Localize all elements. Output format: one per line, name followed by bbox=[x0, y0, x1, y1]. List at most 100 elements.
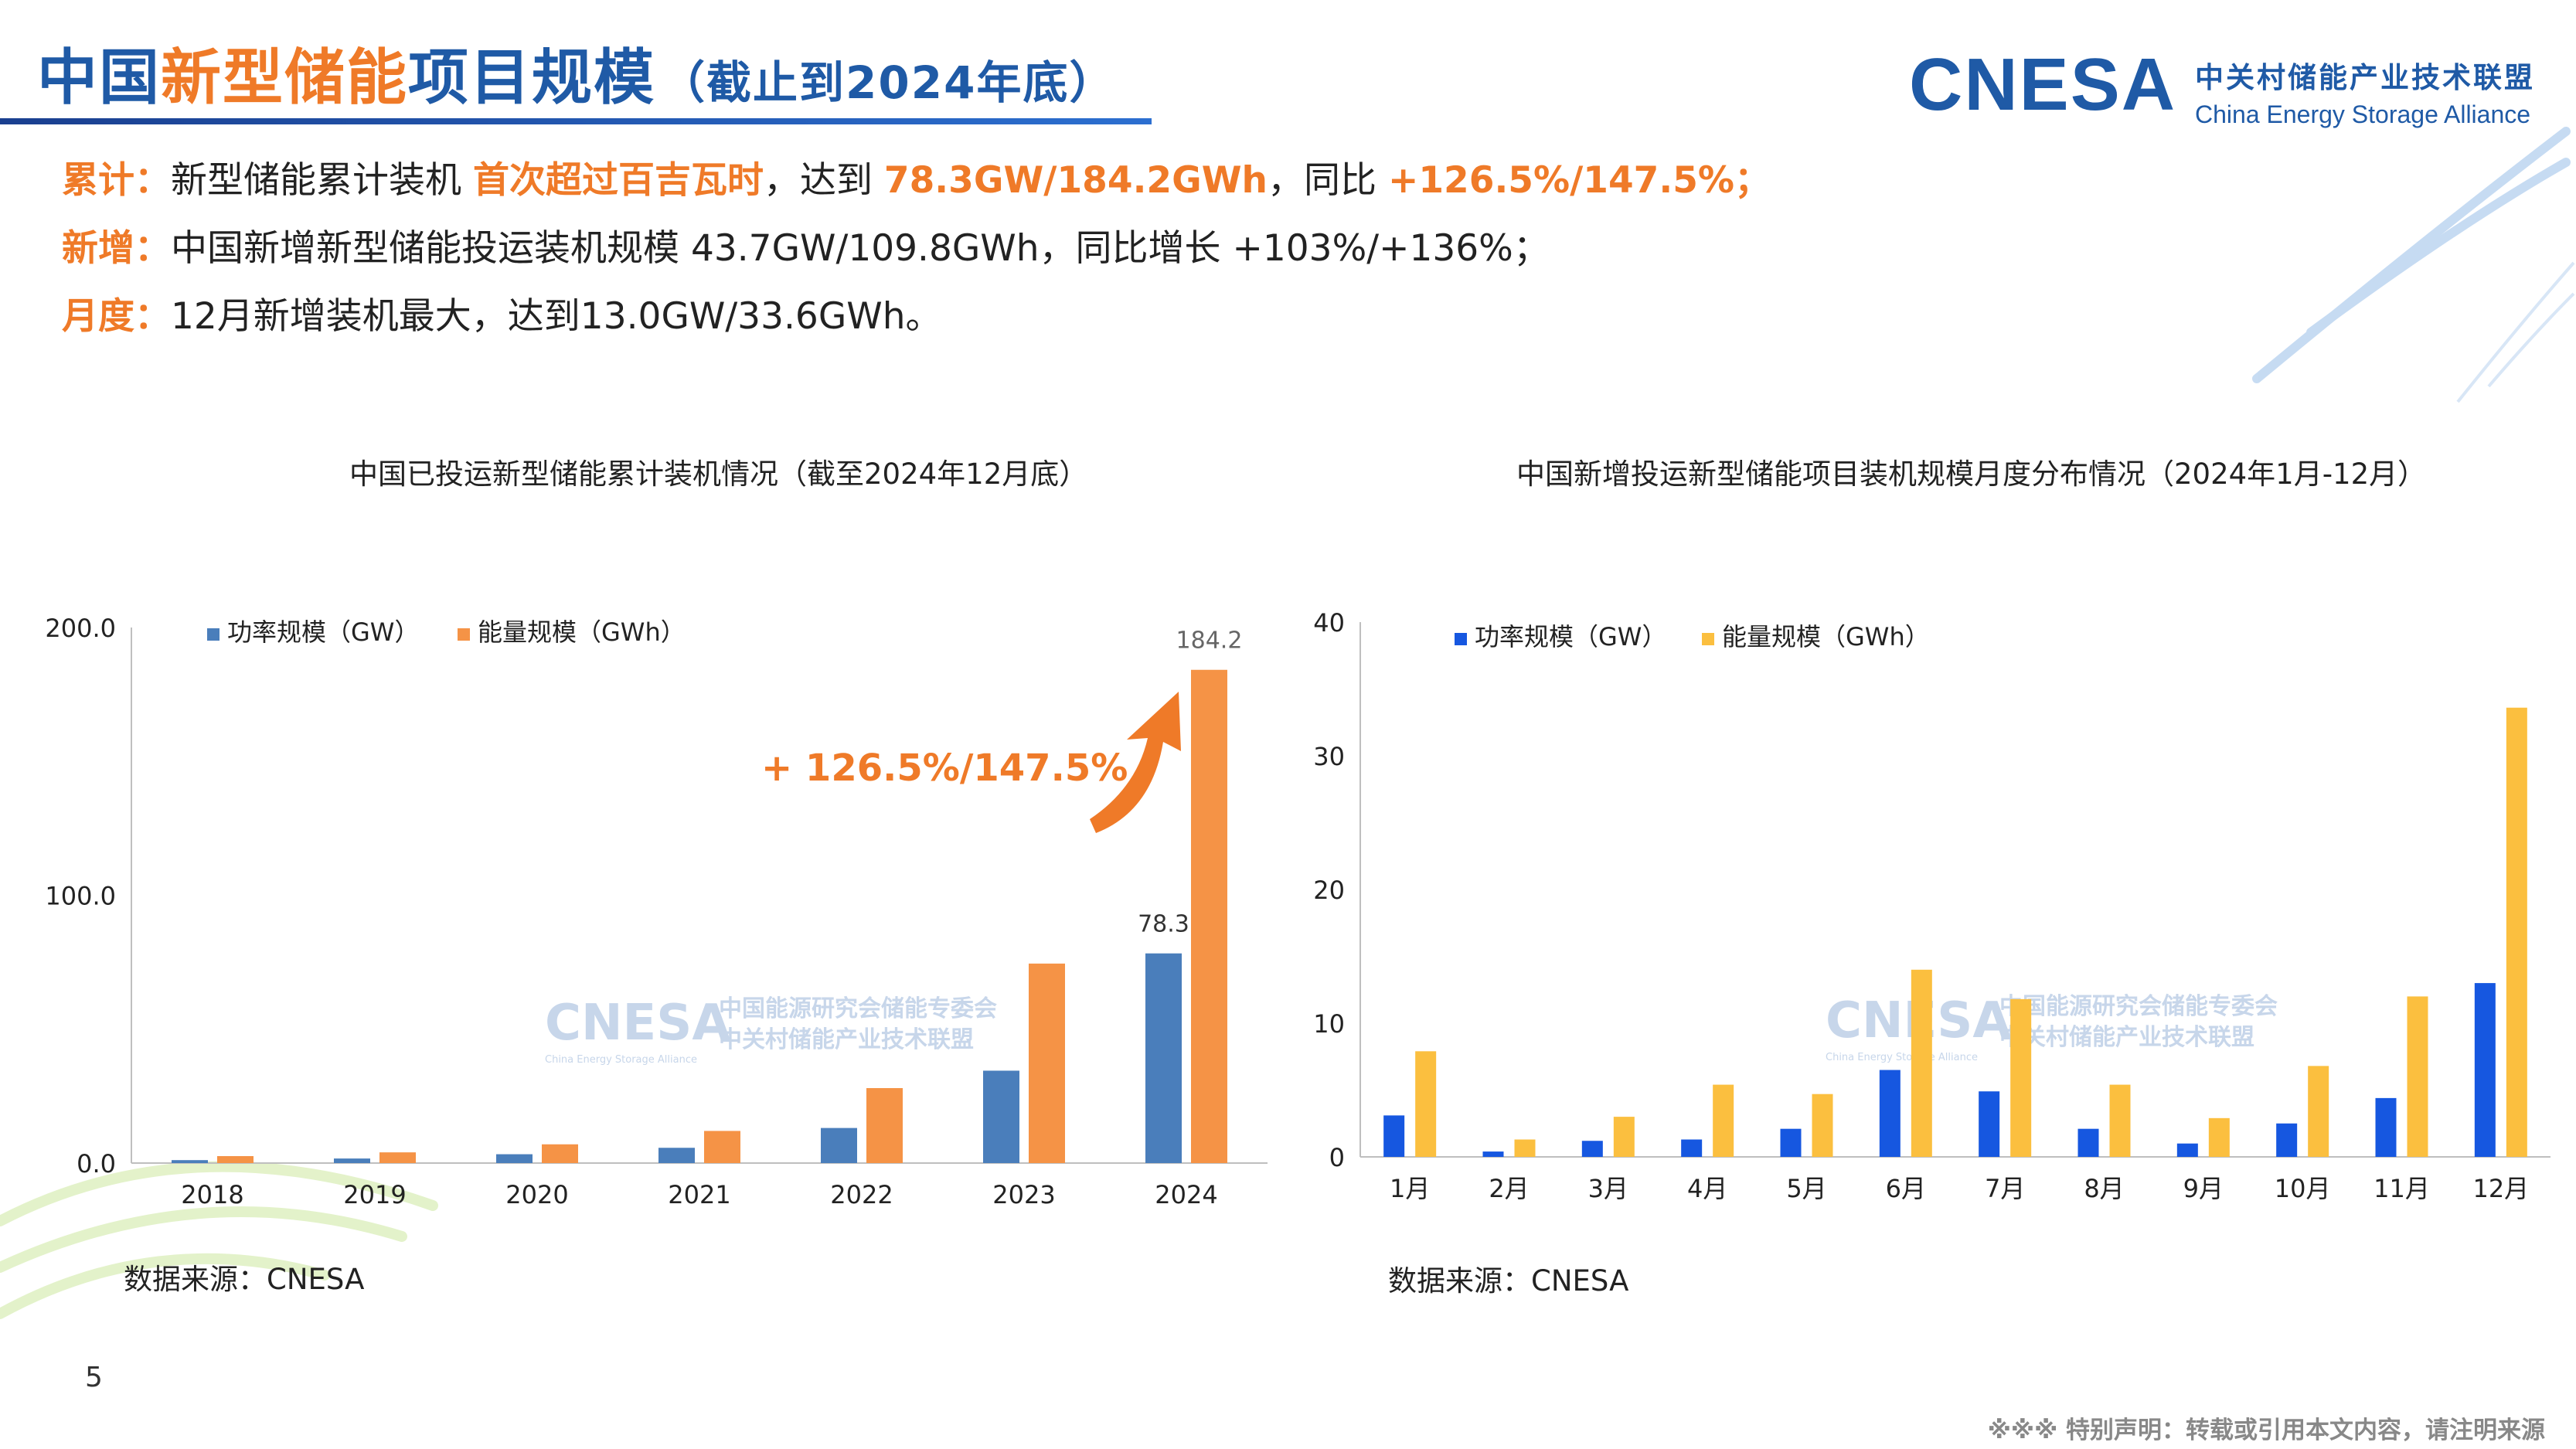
cnesa-logo: CNESA bbox=[1909, 48, 2176, 122]
bar-power bbox=[2474, 983, 2496, 1157]
y-tick-label: 0 bbox=[1329, 1143, 1345, 1172]
bar-energy bbox=[1029, 963, 1065, 1163]
bar-power bbox=[1383, 1115, 1405, 1157]
logo-side: 中关村储能产业技术联盟 China Energy Storage Allianc… bbox=[2195, 54, 2535, 129]
chart-title-monthly: 中国新增投运新型储能项目装机规模月度分布情况（2024年1月-12月） bbox=[1516, 457, 2427, 491]
summary-line-cumulative: 累计：新型储能累计装机 首次超过百吉瓦时，达到 78.3GW/184.2GWh，… bbox=[62, 147, 1771, 215]
bar-power bbox=[496, 1154, 533, 1163]
x-tick-label: 2019 bbox=[343, 1180, 406, 1209]
bar-energy bbox=[704, 1131, 740, 1163]
bar-power bbox=[172, 1160, 208, 1163]
bar-energy bbox=[2010, 998, 2032, 1157]
bar-energy bbox=[1713, 1084, 1734, 1157]
x-tick-label: 1月 bbox=[1390, 1174, 1430, 1203]
legend-label: 功率规模（GW） bbox=[227, 617, 419, 647]
bar-power bbox=[821, 1128, 857, 1163]
summary-text: 中国新增新型储能投运装机规模 43.7GW/109.8GWh，同比增长 +103… bbox=[171, 227, 1550, 270]
bar-power bbox=[2375, 1097, 2397, 1157]
legend-label: 功率规模（GW） bbox=[1475, 622, 1666, 651]
x-tick-label: 3月 bbox=[1588, 1174, 1628, 1203]
x-tick-label: 2024 bbox=[1155, 1180, 1217, 1209]
summary-line-new: 新增：中国新增新型储能投运装机规模 43.7GW/109.8GWh，同比增长 +… bbox=[62, 215, 1771, 283]
bar-power bbox=[1979, 1091, 2000, 1157]
bar-power bbox=[1482, 1151, 1504, 1157]
x-tick-label: 2022 bbox=[830, 1180, 893, 1209]
bar-power bbox=[1681, 1139, 1703, 1157]
page-title: 中国新型储能项目规模 （截止到2024年底） bbox=[37, 29, 1115, 116]
bar-energy bbox=[217, 1155, 254, 1163]
watermark-cn1: 中国能源研究会储能专委会 bbox=[1999, 993, 2278, 1020]
logo-text: CNESA bbox=[1909, 43, 2177, 126]
x-tick-label: 2020 bbox=[505, 1180, 568, 1209]
data-source-left: 数据来源：CNESA bbox=[124, 1263, 365, 1296]
y-tick-label: 20 bbox=[1313, 876, 1345, 905]
bar-power bbox=[2077, 1128, 2099, 1157]
title-sub: （截止到2024年底） bbox=[660, 56, 1116, 109]
summary-emphasis: +126.5%/147.5%； bbox=[1387, 159, 1771, 202]
summary-emphasis: 首次超过百吉瓦时 bbox=[472, 159, 764, 202]
page-number: 5 bbox=[85, 1362, 103, 1393]
summary-emphasis: 78.3GW/184.2GWh bbox=[883, 159, 1268, 202]
legend-swatch bbox=[1702, 633, 1714, 645]
title-part1: 中国 bbox=[37, 43, 162, 113]
bar-power bbox=[658, 1148, 695, 1163]
watermark-cn2: 中关村储能产业技术联盟 bbox=[1999, 1024, 2254, 1051]
bar-energy bbox=[2208, 1117, 2230, 1157]
header-underline bbox=[0, 118, 1152, 124]
title-highlight: 新型储能 bbox=[161, 43, 409, 113]
bar-energy bbox=[866, 1087, 903, 1163]
bar-power bbox=[983, 1070, 1019, 1163]
data-label-power-2024: 78.3 bbox=[1138, 911, 1189, 938]
data-source-right: 数据来源：CNESA bbox=[1388, 1264, 1629, 1298]
summary-text: ，达到 bbox=[763, 159, 884, 202]
bar-energy bbox=[1911, 969, 1932, 1157]
summary-label: 新增： bbox=[62, 227, 171, 270]
x-tick-label: 8月 bbox=[2084, 1174, 2124, 1203]
bar-energy bbox=[2308, 1066, 2329, 1157]
x-tick-label: 10月 bbox=[2275, 1174, 2331, 1203]
x-tick-label: 12月 bbox=[2472, 1174, 2529, 1203]
summary-text: 新型储能累计装机 bbox=[171, 159, 473, 202]
summary-text: 12月新增装机最大，达到13.0GW/33.6GWh。 bbox=[171, 295, 942, 338]
bar-power bbox=[334, 1158, 370, 1163]
x-tick-label: 2023 bbox=[992, 1180, 1055, 1209]
y-tick-label: 200.0 bbox=[45, 614, 116, 643]
summary-text: ，同比 bbox=[1268, 159, 1388, 202]
watermark-cn2: 中关村储能产业技术联盟 bbox=[719, 1026, 974, 1053]
x-tick-label: 7月 bbox=[1985, 1174, 2025, 1203]
title-part2: 项目规模 bbox=[408, 43, 656, 113]
x-tick-label: 4月 bbox=[1687, 1174, 1727, 1203]
summary-label: 月度： bbox=[62, 295, 171, 338]
watermark-logo: CNESA bbox=[545, 995, 730, 1052]
legend-swatch bbox=[458, 628, 470, 641]
x-tick-label: 6月 bbox=[1886, 1174, 1926, 1203]
y-tick-label: 0.0 bbox=[77, 1149, 116, 1179]
legend-swatch bbox=[207, 628, 219, 641]
bar-energy bbox=[2407, 996, 2428, 1157]
logo-en: China Energy Storage Alliance bbox=[2195, 100, 2531, 128]
watermark-en: China Energy Storage Alliance bbox=[1826, 1052, 1978, 1063]
x-tick-label: 5月 bbox=[1786, 1174, 1826, 1203]
growth-annotation: + 126.5%/147.5% bbox=[761, 747, 1128, 790]
y-tick-label: 100.0 bbox=[45, 882, 116, 911]
disclaimer: ※※※ 特别声明：转载或引用本文内容，请注明来源 bbox=[1987, 1417, 2545, 1444]
summary-line-monthly: 月度：12月新增装机最大，达到13.0GW/33.6GWh。 bbox=[62, 283, 1771, 351]
bar-power bbox=[1581, 1141, 1603, 1157]
watermark-en: China Energy Storage Alliance bbox=[545, 1054, 697, 1066]
bar-energy bbox=[1812, 1094, 1833, 1157]
watermark-cn1: 中国能源研究会储能专委会 bbox=[719, 995, 997, 1022]
x-tick-label: 2021 bbox=[668, 1180, 730, 1209]
y-tick-label: 10 bbox=[1313, 1009, 1345, 1039]
bar-power bbox=[1780, 1128, 1802, 1157]
chart-title-cumulative: 中国已投运新型储能累计装机情况（截至2024年12月底） bbox=[349, 457, 1088, 491]
bar-energy bbox=[1415, 1051, 1437, 1157]
bar-power bbox=[1879, 1070, 1901, 1157]
y-tick-label: 40 bbox=[1313, 608, 1345, 638]
logo-cn: 中关村储能产业技术联盟 bbox=[2195, 61, 2535, 94]
data-label-energy-2024: 184.2 bbox=[1176, 628, 1243, 655]
x-tick-label: 2018 bbox=[181, 1180, 243, 1209]
bar-power bbox=[2276, 1123, 2298, 1157]
